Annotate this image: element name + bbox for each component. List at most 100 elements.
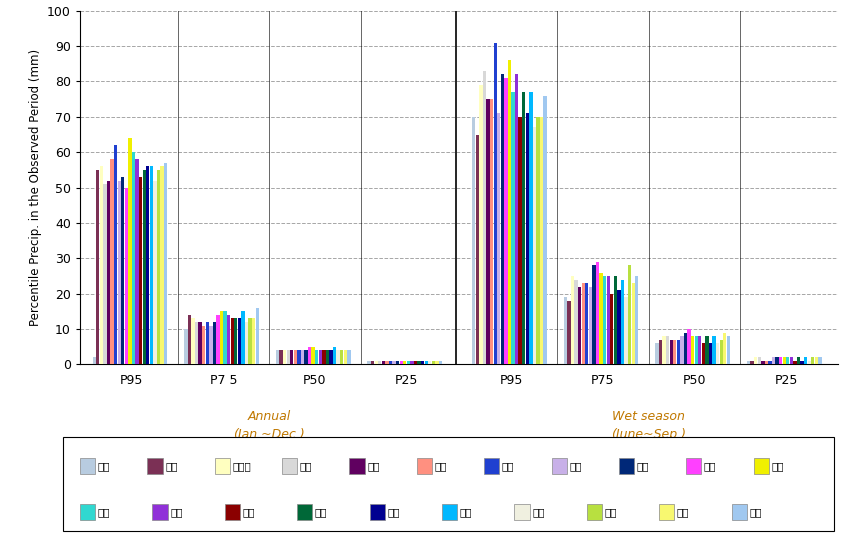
Bar xyxy=(237,318,241,364)
Bar xyxy=(220,311,223,364)
Bar xyxy=(669,340,673,364)
Bar xyxy=(213,322,216,364)
Bar xyxy=(93,358,96,364)
Y-axis label: Percentile Precip. in the Observed Period (mm): Percentile Precip. in the Observed Perio… xyxy=(29,49,41,326)
Bar xyxy=(614,276,617,364)
Bar xyxy=(497,113,500,364)
Bar xyxy=(132,152,136,364)
Bar xyxy=(504,78,508,364)
Bar xyxy=(775,358,779,364)
Bar xyxy=(315,351,318,364)
Bar xyxy=(677,340,680,364)
Bar xyxy=(202,325,205,364)
Bar xyxy=(139,177,142,364)
Bar xyxy=(666,336,669,364)
Bar xyxy=(389,361,392,364)
Text: 봉화: 봉화 xyxy=(605,507,617,517)
Bar xyxy=(706,336,709,364)
Bar xyxy=(318,351,322,364)
Bar xyxy=(493,42,497,364)
Bar xyxy=(432,361,435,364)
Text: 홍천: 홍천 xyxy=(315,507,328,517)
Bar xyxy=(99,166,103,364)
Bar xyxy=(248,318,252,364)
Bar xyxy=(118,181,121,364)
Bar xyxy=(371,361,375,364)
Bar xyxy=(540,117,543,364)
Bar xyxy=(747,361,750,364)
Bar xyxy=(501,75,504,364)
Bar xyxy=(245,322,248,364)
Bar xyxy=(396,361,399,364)
Bar xyxy=(227,315,231,364)
Bar xyxy=(625,297,627,364)
Bar xyxy=(329,351,333,364)
Bar xyxy=(418,361,421,364)
Bar xyxy=(367,361,370,364)
Bar xyxy=(223,311,226,364)
Bar xyxy=(157,170,160,364)
Bar xyxy=(635,276,638,364)
Bar xyxy=(297,351,301,364)
Bar xyxy=(195,322,198,364)
Text: 인천: 인천 xyxy=(502,461,514,471)
Bar xyxy=(578,287,581,364)
Bar xyxy=(308,347,312,364)
Bar xyxy=(712,336,716,364)
Bar xyxy=(209,325,212,364)
Bar xyxy=(347,351,350,364)
Bar xyxy=(610,294,614,364)
Text: 태백: 태백 xyxy=(387,507,400,517)
Bar xyxy=(136,159,139,364)
Bar xyxy=(286,351,290,364)
Bar xyxy=(199,322,202,364)
Bar xyxy=(482,71,486,364)
Bar xyxy=(525,113,529,364)
Bar xyxy=(655,343,658,364)
Bar xyxy=(403,361,407,364)
Bar xyxy=(772,358,775,364)
Bar xyxy=(490,99,493,364)
Bar xyxy=(256,308,258,364)
Bar xyxy=(522,92,525,364)
Text: 이천: 이천 xyxy=(170,507,183,517)
Bar xyxy=(421,361,424,364)
Bar xyxy=(476,135,479,364)
Bar xyxy=(142,170,146,364)
Bar xyxy=(276,351,280,364)
Bar xyxy=(606,276,610,364)
Bar xyxy=(150,166,153,364)
Bar xyxy=(326,351,329,364)
Bar xyxy=(720,340,723,364)
Text: (June~Sep.): (June~Sep.) xyxy=(611,428,686,441)
Bar xyxy=(659,340,662,364)
Bar xyxy=(765,361,768,364)
Bar xyxy=(596,262,600,364)
Bar xyxy=(191,318,195,364)
Bar xyxy=(153,181,157,364)
Bar xyxy=(125,188,128,364)
Bar xyxy=(487,99,490,364)
Text: 서울: 서울 xyxy=(434,461,447,471)
Bar xyxy=(128,138,131,364)
Bar xyxy=(723,333,727,364)
Text: 청주: 청주 xyxy=(704,461,717,471)
Bar xyxy=(782,358,786,364)
Bar xyxy=(439,361,442,364)
Bar xyxy=(378,361,381,364)
Bar xyxy=(563,297,567,364)
Bar xyxy=(435,361,439,364)
Bar xyxy=(543,95,546,364)
Text: 문경: 문경 xyxy=(749,507,762,517)
Bar xyxy=(294,351,297,364)
Bar xyxy=(337,351,340,364)
Bar xyxy=(424,361,428,364)
Bar xyxy=(761,361,765,364)
Bar xyxy=(673,340,676,364)
Bar xyxy=(280,351,283,364)
Text: (Jan.~Dec.): (Jan.~Dec.) xyxy=(233,428,305,441)
Bar xyxy=(617,290,621,364)
Bar xyxy=(121,177,125,364)
Bar xyxy=(283,351,286,364)
Bar xyxy=(392,361,396,364)
